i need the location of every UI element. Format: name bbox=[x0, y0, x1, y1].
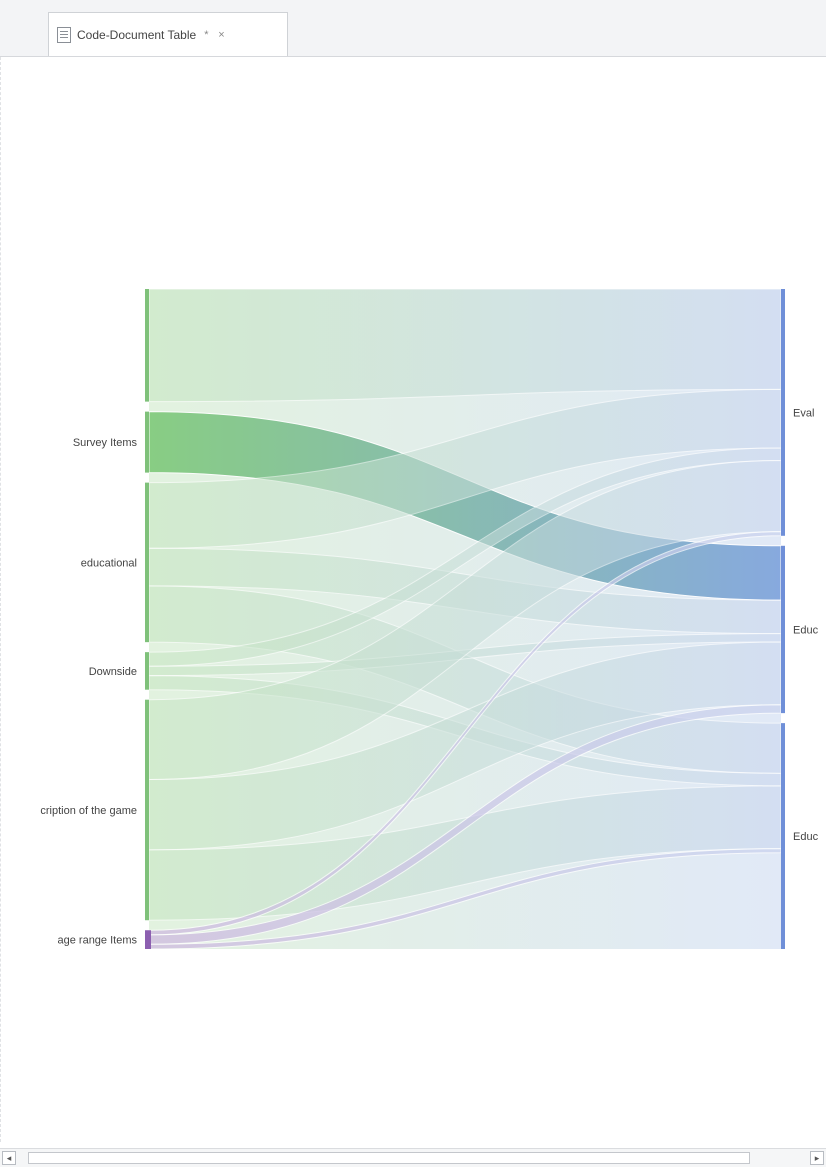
sankey-node-label: Educ bbox=[793, 831, 819, 843]
sankey-node-label: educational bbox=[81, 557, 137, 569]
scroll-right-icon[interactable]: ▸ bbox=[810, 1151, 824, 1165]
sankey-node-r0[interactable] bbox=[781, 289, 785, 536]
tab-label: Code-Document Table bbox=[77, 27, 197, 42]
sankey-chart-area: Survey Items educational Downside cription … bbox=[0, 57, 826, 1142]
sankey-node-l2[interactable] bbox=[145, 482, 149, 643]
sankey-node-label: Downside bbox=[89, 666, 137, 678]
close-icon[interactable]: × bbox=[218, 28, 225, 41]
sankey-flow[interactable] bbox=[148, 288, 782, 403]
sankey-node-label: cription of the game bbox=[40, 805, 137, 817]
document-table-icon bbox=[57, 26, 71, 43]
sankey-node-label: Educ bbox=[793, 624, 819, 636]
tab-code-document-table[interactable]: Code-Document Table * × bbox=[48, 12, 288, 56]
sankey-chart: Survey Items educational Downside cription … bbox=[40, 288, 819, 950]
sankey-node-r2[interactable] bbox=[781, 723, 785, 949]
sankey-node-l0[interactable] bbox=[145, 289, 149, 402]
sankey-node-l5[interactable] bbox=[145, 930, 151, 949]
horizontal-scrollbar[interactable]: ◂ ▸ bbox=[0, 1148, 826, 1167]
sankey-node-label: Eval bbox=[793, 407, 814, 419]
sankey-node-l1[interactable] bbox=[145, 411, 149, 473]
scroll-left-icon[interactable]: ◂ bbox=[2, 1151, 16, 1165]
sankey-node-l4[interactable] bbox=[145, 699, 149, 921]
sankey-node-label: age range Items bbox=[58, 935, 138, 947]
sankey-node-l3[interactable] bbox=[145, 652, 149, 690]
tab-modified-marker: * bbox=[204, 28, 209, 41]
sankey-node-r1[interactable] bbox=[781, 545, 785, 714]
scrollbar-thumb[interactable] bbox=[28, 1152, 750, 1164]
sankey-node-label: Survey Items bbox=[73, 437, 138, 449]
sankey-flow[interactable] bbox=[148, 704, 782, 945]
tab-bar: Code-Document Table * × bbox=[0, 0, 826, 57]
